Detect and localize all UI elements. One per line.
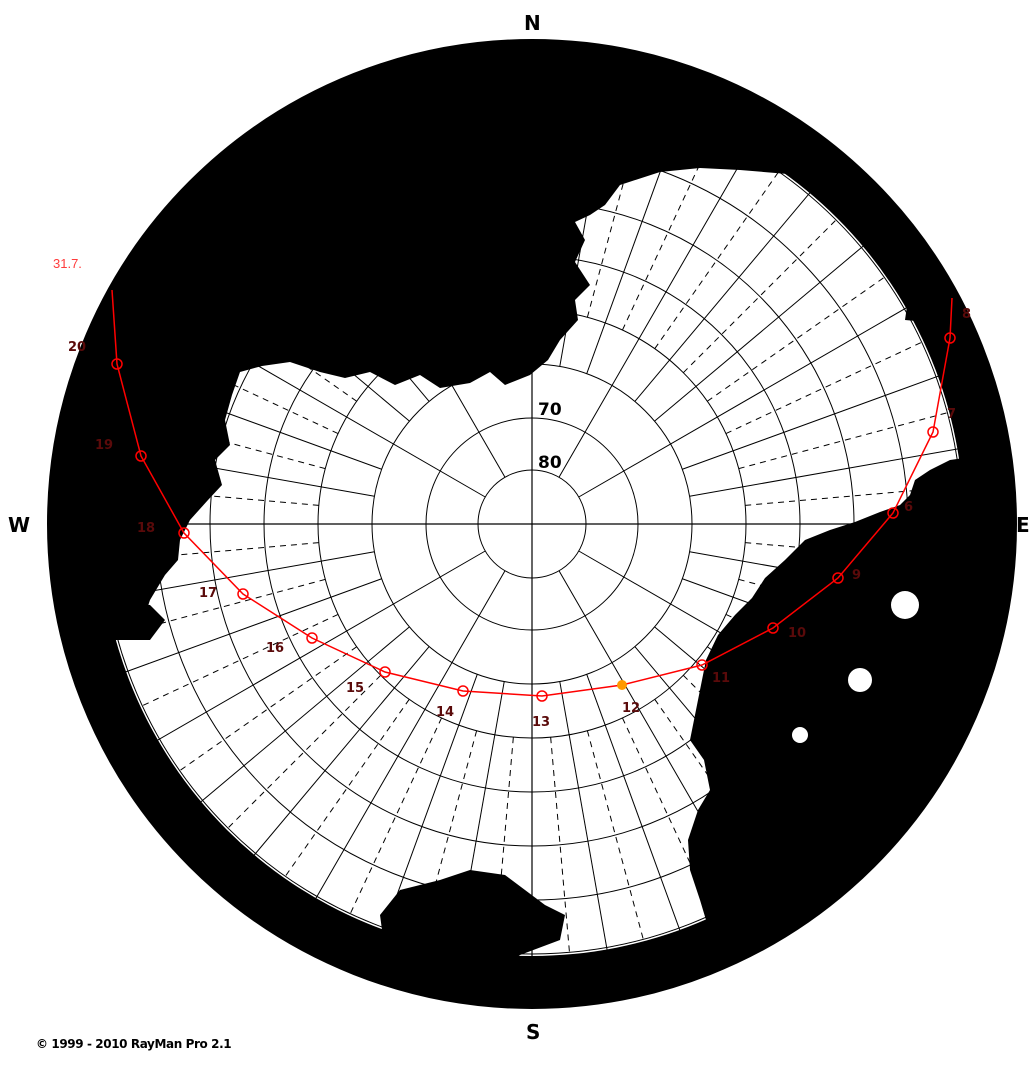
sun-hour-marker: [887, 507, 899, 519]
azimuth-line: [289, 570, 506, 944]
sun-hour-label: 6: [904, 500, 913, 515]
azimuth-line: [112, 550, 486, 767]
sun-hour-label: 17: [199, 586, 217, 601]
sun-hour-label: 13: [532, 715, 550, 730]
compass-north: N: [524, 11, 541, 35]
azimuth-line: [654, 212, 904, 422]
sun-hour-marker: [832, 572, 844, 584]
sun-path-curve: [111, 289, 953, 697]
azimuth-line: [634, 152, 844, 402]
sun-hour-marker: [696, 659, 708, 671]
azimuth-line: [578, 281, 952, 498]
sun-hour-marker: [111, 358, 123, 370]
compass-east: E: [1016, 513, 1030, 537]
sun-hour-marker: [178, 527, 190, 539]
sun-hour-marker: [135, 450, 147, 462]
sun-hour-marker: [457, 685, 469, 697]
azimuth-line: [160, 626, 410, 836]
sun-path-date-label: 31.7.: [53, 256, 82, 271]
sun-hour-marker: [306, 632, 318, 644]
sun-hour-label: 10: [788, 626, 806, 641]
azimuth-line: [77, 578, 382, 691]
sun-hour-label: 16: [266, 641, 284, 656]
sun-hour-marker: [767, 622, 779, 634]
sun-hour-marker: [536, 690, 548, 702]
sun-hour-label: 12: [622, 701, 640, 716]
sun-hour-label: 19: [95, 438, 113, 453]
azimuth-line: [689, 439, 1009, 497]
sun-hour-label: 20: [68, 340, 86, 355]
sun-hour-label: 18: [137, 521, 155, 536]
altitude-label-80: 80: [538, 453, 562, 473]
azimuth-line: [586, 674, 699, 979]
sun-hour-marker: [944, 332, 956, 344]
sun-hour-marker: [927, 426, 939, 438]
sun-hour-label: 9: [852, 568, 861, 583]
sun-hour-label: 8: [962, 307, 971, 322]
sun-hour-label: 14: [436, 705, 454, 720]
sun-path: 6 7 8 9 10 11 12 13 14 15 16 17 18 19 20: [68, 289, 971, 730]
horizon-circle: [47, 39, 1017, 1009]
copyright-text: © 1999 - 2010 RayMan Pro 2.1: [36, 1037, 232, 1051]
sun-hour-marker: [237, 588, 249, 600]
sun-hour-label: 11: [712, 671, 730, 686]
sun-hour-marker: [379, 666, 391, 678]
sun-position-current-marker: [617, 680, 627, 690]
altitude-label-70: 70: [538, 400, 562, 420]
compass-south: S: [526, 1020, 540, 1044]
azimuth-line: [220, 646, 430, 896]
azimuth-line: [682, 357, 987, 470]
sun-hour-label: 15: [346, 681, 364, 696]
compass-west: W: [8, 513, 30, 537]
azimuth-line: [559, 681, 617, 1001]
sun-hour-label: 7: [947, 407, 956, 422]
